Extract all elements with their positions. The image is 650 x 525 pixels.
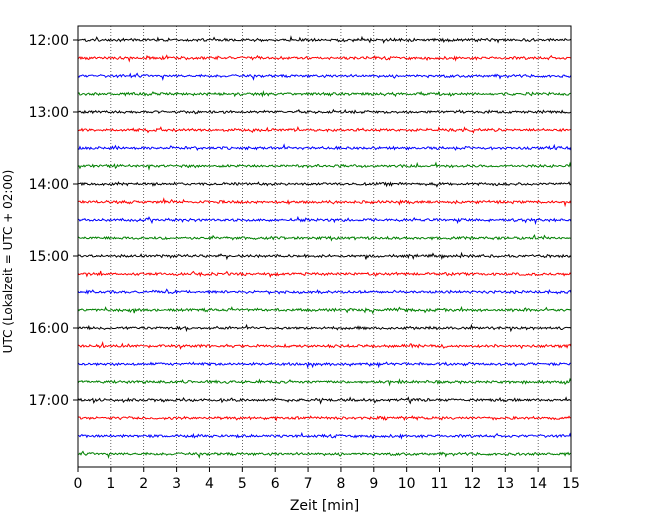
x-tick-label: 6 [271, 476, 280, 492]
trace-1300 [77, 108, 572, 115]
trace-1430 [77, 215, 572, 226]
trace-1245 [77, 90, 572, 98]
x-tick-label: 9 [369, 476, 378, 492]
x-tick-label: 10 [398, 476, 416, 492]
x-tick-label: 7 [304, 476, 313, 492]
trace-1700 [77, 396, 572, 405]
trace-1545 [77, 305, 572, 315]
x-tick-label: 5 [238, 476, 247, 492]
x-tick-label: 15 [562, 476, 580, 492]
trace-1215 [77, 54, 572, 63]
trace-1345 [77, 161, 572, 171]
trace-1315 [77, 126, 572, 134]
y-tick-label: 15:00 [29, 249, 69, 265]
y-tick-label: 13:00 [29, 105, 69, 121]
x-tick-label: 3 [172, 476, 181, 492]
x-tick-label: 8 [336, 476, 345, 492]
trace-1715 [77, 415, 572, 422]
x-tick-label: 1 [106, 476, 115, 492]
trace-1400 [77, 181, 572, 188]
trace-1530 [77, 288, 572, 295]
trace-1645 [77, 377, 572, 387]
x-tick-label: 11 [431, 476, 449, 492]
trace-1200 [77, 35, 572, 44]
trace-1445 [77, 233, 572, 242]
trace-1730 [77, 431, 572, 440]
trace-1600 [77, 323, 572, 333]
x-tick-label: 4 [205, 476, 214, 492]
trace-1415 [77, 197, 572, 208]
plot-frame [77, 25, 572, 468]
x-tick-label: 2 [139, 476, 148, 492]
x-axis-ticks: 0 1 2 3 4 5 6 7 8 9 10 11 12 13 14 15 [74, 467, 580, 492]
y-tick-label: 12:00 [29, 33, 69, 49]
x-tick-label: 13 [496, 476, 514, 492]
y-axis-ticks: 12:00 13:00 14:00 15:00 16:00 17:00 [29, 33, 78, 409]
trace-1745 [77, 450, 572, 460]
y-tick-label: 14:00 [29, 177, 69, 193]
x-tick-label: 12 [463, 476, 481, 492]
trace-1330 [77, 143, 572, 151]
y-tick-label: 17:00 [29, 393, 69, 409]
trace-1500 [77, 251, 572, 261]
y-tick-label: 16:00 [29, 321, 69, 337]
x-tick-label: 14 [529, 476, 547, 492]
trace-1230 [77, 72, 572, 82]
x-axis-label: Zeit [min] [290, 498, 359, 514]
x-tick-label: 0 [74, 476, 83, 492]
seismic-traces [77, 35, 572, 460]
trace-1615 [77, 341, 572, 350]
trace-1630 [77, 361, 572, 369]
y-axis-label: UTC (Lokalzeit = UTC + 02:00) [1, 170, 15, 354]
trace-1515 [77, 270, 572, 278]
